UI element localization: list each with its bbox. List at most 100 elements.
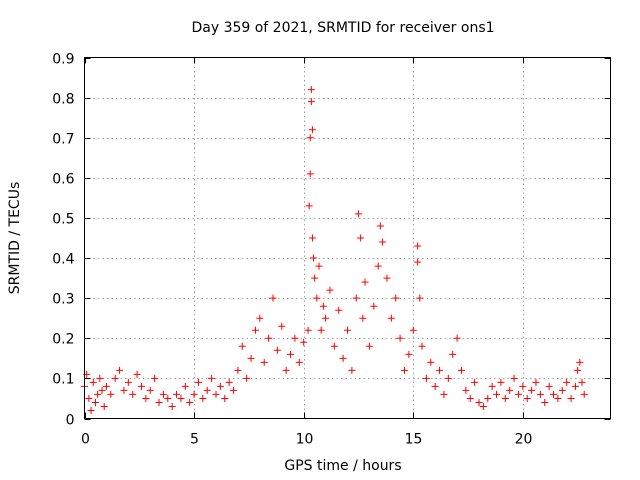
data-point <box>354 210 362 218</box>
data-point <box>357 234 365 242</box>
data-point <box>554 394 562 402</box>
data-point <box>260 358 268 366</box>
data-point <box>307 98 315 106</box>
data-point <box>107 390 115 398</box>
data-point <box>164 394 172 402</box>
data-point <box>94 390 102 398</box>
data-point <box>256 314 264 322</box>
data-point <box>308 234 316 242</box>
data-point <box>306 170 314 178</box>
data-point <box>155 398 163 406</box>
data-point <box>190 390 198 398</box>
data-point <box>344 326 351 334</box>
data-point <box>307 86 315 94</box>
data-point <box>186 398 194 406</box>
data-point <box>422 374 430 382</box>
y-tick-label: 0.5 <box>52 212 74 228</box>
data-point <box>571 382 579 390</box>
data-point <box>212 390 220 398</box>
data-point <box>116 366 124 374</box>
data-point <box>576 358 584 366</box>
data-point <box>488 382 496 390</box>
data-point <box>361 278 369 286</box>
data-point <box>374 262 382 270</box>
data-point <box>208 374 216 382</box>
data-point <box>306 134 314 142</box>
x-tick-label: 15 <box>405 432 423 448</box>
data-point <box>111 374 119 382</box>
data-point <box>449 350 457 358</box>
data-point <box>514 390 522 398</box>
grid-layer <box>84 57 611 419</box>
chart-title: Day 359 of 2021, SRMTID for receiver ons… <box>191 20 494 36</box>
y-tick-label: 0.8 <box>52 92 74 108</box>
data-point <box>315 262 323 270</box>
data-point <box>528 386 536 394</box>
data-point <box>536 390 544 398</box>
data-point <box>278 322 286 330</box>
data-point <box>129 390 137 398</box>
data-point <box>400 366 408 374</box>
data-point <box>199 394 207 402</box>
data-point <box>510 374 518 382</box>
data-point <box>247 354 255 362</box>
data-point <box>462 386 470 394</box>
data-point <box>317 326 325 334</box>
data-point <box>409 326 417 334</box>
data-point <box>427 358 435 366</box>
data-point <box>416 294 424 302</box>
data-point <box>295 358 303 366</box>
data-point <box>230 386 238 394</box>
data-point <box>265 334 273 342</box>
data-point <box>238 342 246 350</box>
data-point <box>387 314 395 322</box>
data-point <box>177 394 185 402</box>
data-point <box>471 378 479 386</box>
data-point <box>379 238 387 246</box>
data-point <box>457 366 465 374</box>
data-point <box>287 350 295 358</box>
data-point <box>120 386 128 394</box>
x-axis-label: GPS time / hours <box>284 458 401 474</box>
data-point <box>151 374 159 382</box>
y-tick-label: 0.7 <box>52 132 74 148</box>
data-point <box>574 366 582 374</box>
data-point <box>269 294 277 302</box>
data-point <box>313 294 321 302</box>
data-point <box>466 394 474 402</box>
x-tick-label: 10 <box>296 432 314 448</box>
plot-frame <box>84 57 611 419</box>
data-point <box>563 378 571 386</box>
data-point <box>96 374 104 382</box>
data-point <box>282 366 290 374</box>
data-point <box>392 294 400 302</box>
data-point <box>322 314 330 322</box>
data-point <box>444 374 452 382</box>
tick-layer <box>84 57 611 420</box>
data-point <box>273 346 281 354</box>
data-point <box>523 394 531 402</box>
data-point <box>102 382 110 390</box>
data-point <box>578 378 586 386</box>
data-point <box>365 342 373 350</box>
data-point <box>405 350 413 358</box>
data-points <box>81 86 588 414</box>
data-point <box>85 394 93 402</box>
data-point <box>225 378 233 386</box>
data-point <box>558 386 566 394</box>
data-point <box>335 306 343 314</box>
y-tick-label: 0.9 <box>52 52 74 68</box>
data-point <box>221 394 229 402</box>
x-tick-labels: 0 5 10 15 20 <box>81 432 532 448</box>
data-point <box>216 382 224 390</box>
data-point <box>431 382 439 390</box>
data-point <box>300 338 308 346</box>
data-point <box>436 366 444 374</box>
data-point <box>440 390 448 398</box>
data-point <box>181 382 189 390</box>
data-point <box>453 334 461 342</box>
y-tick-label: 0.3 <box>52 292 74 308</box>
data-point <box>348 366 356 374</box>
